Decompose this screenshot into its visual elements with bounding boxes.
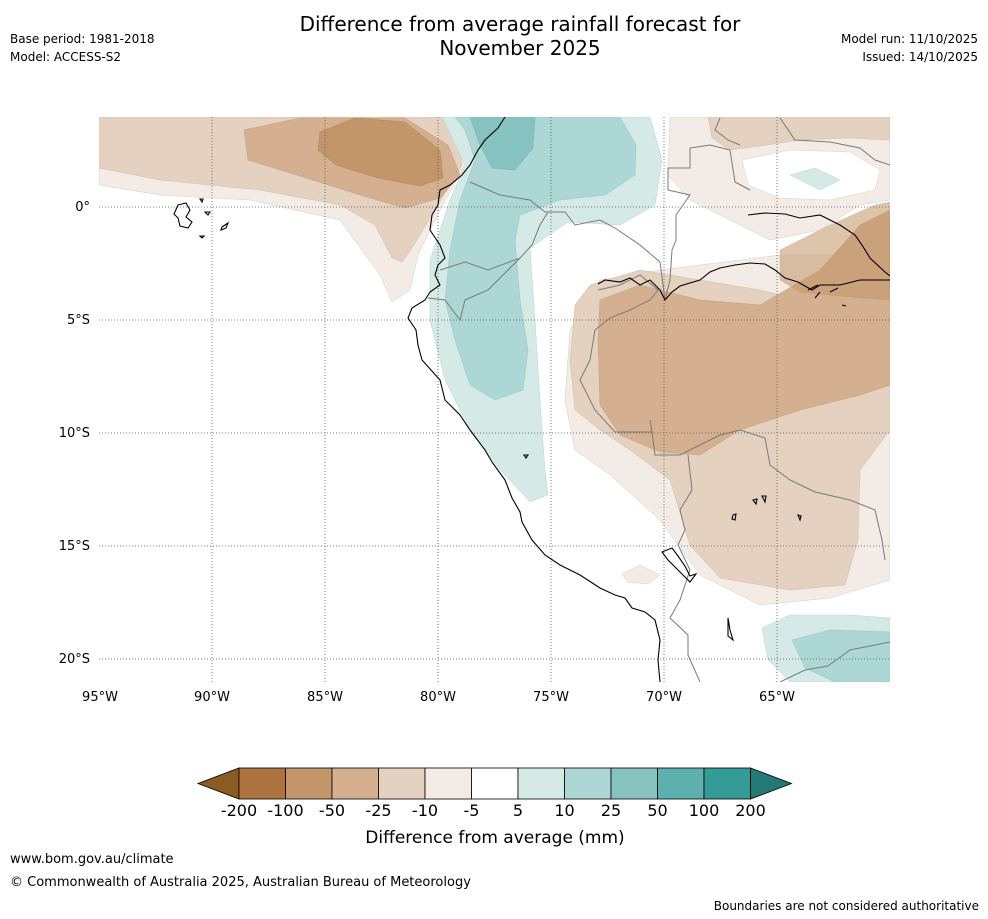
base-period-text: Base period: 1981-2018 [10, 32, 155, 46]
header-right-meta: Model run: 11/10/2025 Issued: 14/10/2025 [841, 30, 978, 66]
colorbar-swatch [610, 767, 658, 800]
colorbar-tick-label: 100 [689, 801, 720, 820]
colorbar-tick-label: -25 [365, 801, 391, 820]
lat-label: 10°S [59, 426, 90, 441]
colorbar-tick-label: 5 [513, 801, 523, 820]
colorbar-swatch [378, 767, 426, 800]
colorbar [196, 767, 793, 800]
andes-wet-anomaly-strong [469, 117, 536, 171]
lon-label: 65°W [759, 690, 795, 705]
lon-label: 95°W [82, 690, 118, 705]
colorbar-tick-label: -200 [221, 801, 257, 820]
lon-label: 80°W [420, 690, 456, 705]
disclaimer-text: Boundaries are not considered authoritat… [713, 899, 979, 913]
lon-label: 90°W [194, 690, 230, 705]
colorbar-swatch [238, 767, 286, 800]
colorbar-swatch [331, 767, 379, 800]
colorbar-label: Difference from average (mm) [365, 828, 624, 848]
colorbar-tick-label: 50 [647, 801, 667, 820]
colorbar-swatch [657, 767, 705, 800]
website-link[interactable]: www.bom.gov.au/climate [10, 852, 174, 867]
caribbean-wet-patch [789, 167, 841, 191]
map-title-line-1: Difference from average rainfall forecas… [299, 12, 741, 36]
colorbar-tick-label: -50 [319, 801, 345, 820]
coastlines [173, 117, 890, 682]
colorbar-tick-labels: -200 -100 -50 -25 -10 -5 5 10 25 50 100 200 [221, 801, 766, 820]
colorbar-extension-high [750, 767, 793, 800]
colorbar-tick-label: 25 [601, 801, 621, 820]
colorbar-tick-label: -10 [412, 801, 438, 820]
copyright-text: © Commonwealth of Australia 2025, Austra… [10, 875, 471, 890]
altiplano-dry-patch [621, 564, 661, 585]
graticule [99, 117, 890, 682]
lon-label: 70°W [646, 690, 682, 705]
latitude-labels: 0° 5°S 10°S 15°S 20°S [59, 200, 90, 667]
colorbar-swatch [471, 767, 519, 800]
longitude-labels: 95°W 90°W 85°W 80°W 75°W 70°W 65°W [82, 690, 795, 705]
pacific-dry-anomaly-core [317, 117, 444, 187]
map-plot-area [99, 117, 890, 682]
colorbar-extension-low [196, 767, 240, 800]
colorbar-swatch [703, 767, 751, 800]
colorbar-swatch [517, 767, 565, 800]
colorbar-tick-label: 200 [735, 801, 766, 820]
amazon-dry-anomaly-strong [597, 209, 890, 456]
lat-label: 5°S [67, 313, 90, 328]
map-title: Difference from average rainfall forecas… [0, 12, 988, 60]
map-title-line-2: November 2025 [439, 36, 601, 60]
andes-wet-anomaly-mid [444, 117, 637, 401]
lat-label: 15°S [59, 539, 90, 554]
lon-label: 85°W [307, 690, 343, 705]
header-left-meta: Base period: 1981-2018 Model: ACCESS-S2 [10, 30, 155, 66]
country-borders [427, 117, 890, 682]
colorbar-swatch [424, 767, 472, 800]
model-run-text: Model run: 11/10/2025 [840, 32, 978, 46]
lon-label: 75°W [533, 690, 569, 705]
colorbar-tick-label: -5 [464, 801, 480, 820]
colorbar-tick-label: -100 [267, 801, 303, 820]
lat-label: 20°S [59, 652, 90, 667]
colorbar-swatch [564, 767, 612, 800]
colorbar-tick-label: 10 [554, 801, 574, 820]
lat-label: 0° [75, 200, 90, 215]
colorbar-swatch [285, 767, 333, 800]
model-text: Model: ACCESS-S2 [10, 50, 122, 64]
issued-text: Issued: 14/10/2025 [862, 50, 978, 64]
amazon-dry-anomaly-core [779, 201, 890, 301]
